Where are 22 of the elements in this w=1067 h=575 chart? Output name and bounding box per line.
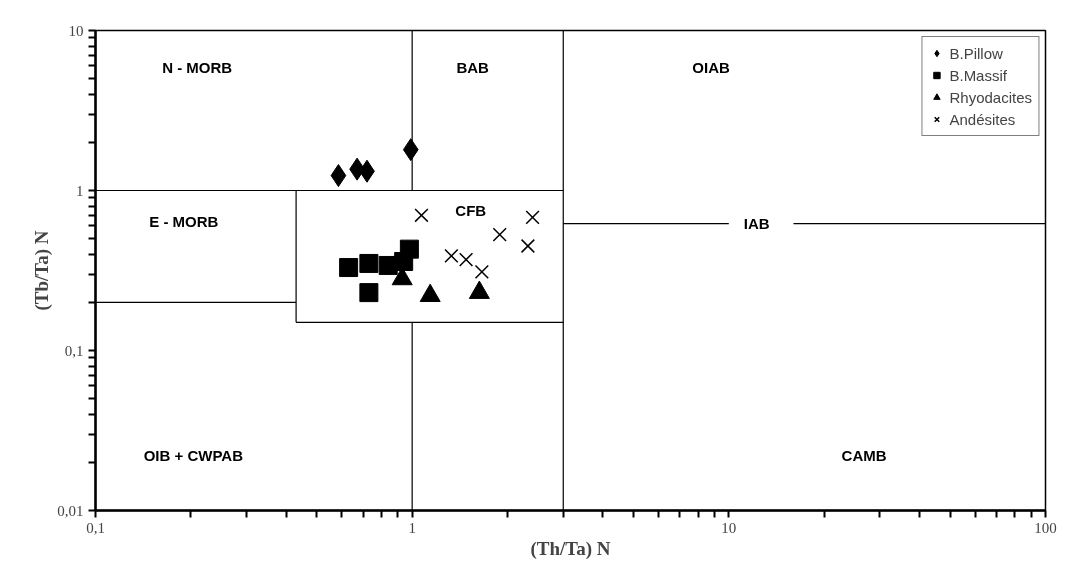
legend-label: Rhyodacites: [949, 88, 1032, 106]
legend-label: B.Massif: [949, 66, 1007, 84]
y-tick-label: 0,01: [57, 502, 84, 519]
legend-label: Andésites: [949, 110, 1016, 128]
x-tick-label: 1: [408, 519, 416, 536]
annotation: E - MORB: [149, 213, 219, 231]
y-tick-label: 0,1: [64, 342, 84, 359]
annotation: CFB: [455, 201, 487, 219]
legend-label: B.Pillow: [949, 44, 1003, 62]
annotation: N - MORB: [162, 59, 233, 77]
annotation: BAB: [456, 59, 490, 77]
annotation: CAMB: [841, 446, 887, 464]
x-tick-label: 10: [721, 519, 737, 536]
y-axis-title: (Tb/Ta) N: [31, 230, 54, 311]
y-tick-label: 1: [76, 182, 84, 199]
y-tick-label: 10: [68, 22, 84, 39]
annotation: OIAB: [692, 59, 731, 77]
x-tick-label: 0,1: [86, 519, 105, 536]
annotation: OIB + CWPAB: [143, 446, 244, 464]
x-axis-title: (Th/Ta) N: [530, 537, 611, 560]
x-tick-label: 100: [1034, 519, 1057, 536]
annotation: IAB: [743, 214, 770, 232]
